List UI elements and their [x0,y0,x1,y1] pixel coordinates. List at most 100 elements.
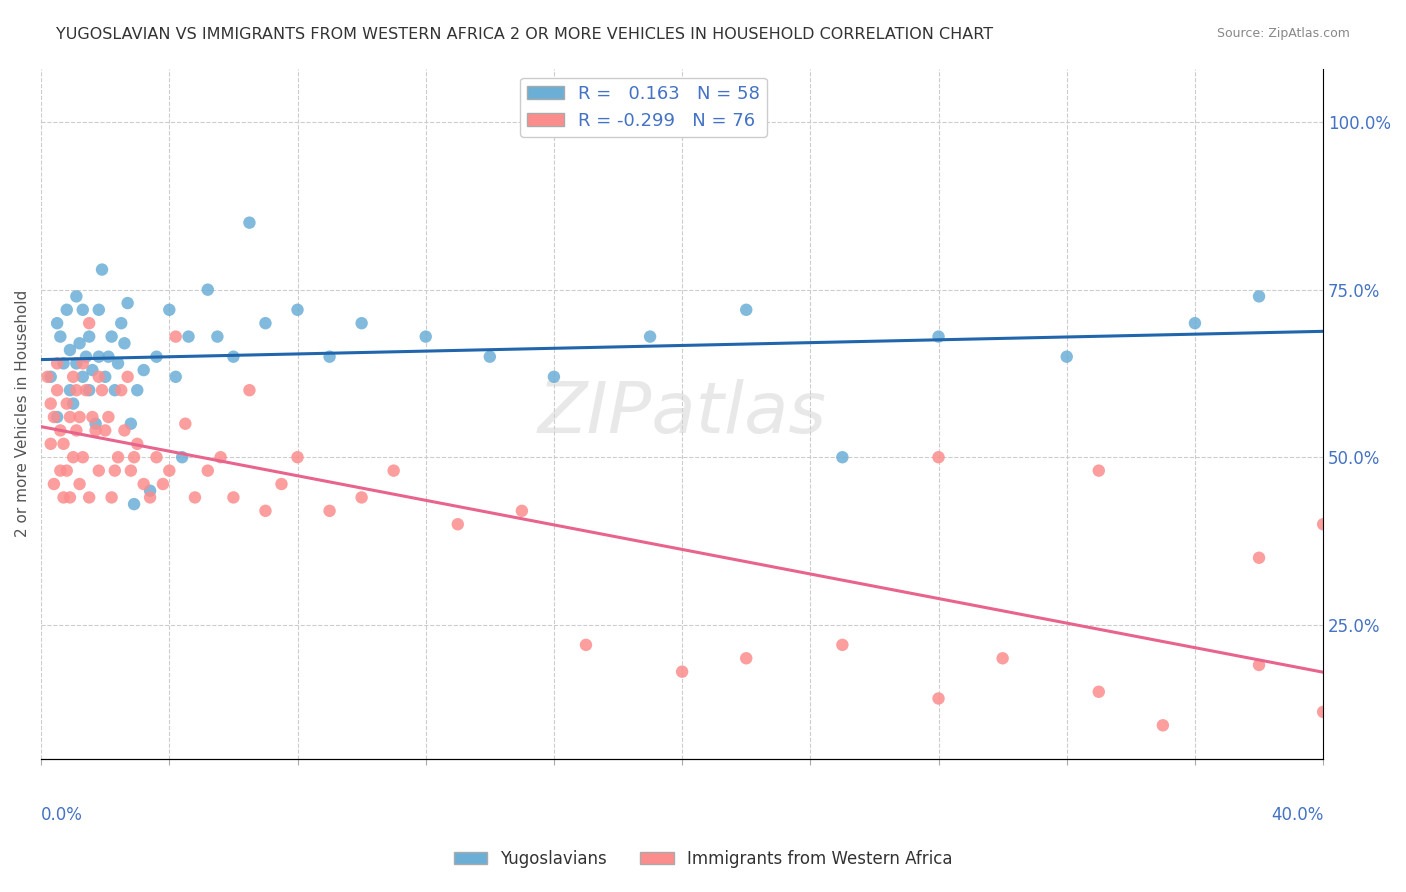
Point [318,350,340,364]
Point [82,363,104,377]
Point [107,450,129,465]
Legend: R =   0.163   N = 58, R = -0.299   N = 76: R = 0.163 N = 58, R = -0.299 N = 76 [520,78,768,137]
Point [127,437,149,451]
Point [75,350,97,364]
Point [94,369,117,384]
Point [65,289,87,303]
Point [46,316,69,330]
Y-axis label: 2 or more Vehicles in Household: 2 or more Vehicles in Household [15,290,30,537]
Point [1152,718,1174,732]
Point [120,464,142,478]
Point [1056,350,1078,364]
Point [72,369,94,384]
Point [132,477,155,491]
Point [478,350,501,364]
Point [77,383,100,397]
Point [69,477,91,491]
Point [1184,316,1206,330]
Point [65,356,87,370]
Point [75,383,97,397]
Point [735,651,758,665]
Text: YUGOSLAVIAN VS IMMIGRANTS FROM WESTERN AFRICA 2 OR MORE VEHICLES IN HOUSEHOLD CO: YUGOSLAVIAN VS IMMIGRANTS FROM WESTERN A… [56,27,994,42]
Point [254,316,277,330]
Point [132,363,155,377]
Point [72,356,94,370]
Point [165,369,187,384]
Point [77,329,100,343]
Point [49,329,72,343]
Point [447,517,470,532]
Point [1247,289,1270,303]
Point [114,424,136,438]
Point [59,491,82,505]
Point [82,410,104,425]
Point [139,491,162,505]
Point [510,504,533,518]
Text: 40.0%: 40.0% [1271,805,1323,823]
Point [110,316,132,330]
Point [59,410,82,425]
Point [127,383,149,397]
Point [100,491,122,505]
Point [350,491,373,505]
Point [46,383,69,397]
Point [114,336,136,351]
Point [122,450,145,465]
Point [97,410,120,425]
Point [287,450,309,465]
Point [59,383,82,397]
Point [46,410,69,425]
Point [104,383,127,397]
Point [39,396,62,410]
Point [1087,685,1109,699]
Point [928,329,950,343]
Point [991,651,1014,665]
Point [415,329,437,343]
Point [72,302,94,317]
Point [197,283,219,297]
Point [117,296,139,310]
Point [287,302,309,317]
Point [107,356,129,370]
Point [254,504,277,518]
Point [638,329,661,343]
Point [145,450,167,465]
Legend: Yugoslavians, Immigrants from Western Africa: Yugoslavians, Immigrants from Western Af… [447,844,959,875]
Point [575,638,598,652]
Point [100,329,122,343]
Point [120,417,142,431]
Point [172,450,194,465]
Point [928,691,950,706]
Point [543,369,565,384]
Point [91,383,114,397]
Point [209,450,232,465]
Point [52,491,75,505]
Point [55,464,77,478]
Point [197,464,219,478]
Point [831,450,853,465]
Text: 0.0%: 0.0% [41,805,83,823]
Point [382,464,405,478]
Point [735,302,758,317]
Point [174,417,197,431]
Point [62,396,84,410]
Point [97,350,120,364]
Point [52,356,75,370]
Point [42,410,65,425]
Point [62,369,84,384]
Point [318,504,340,518]
Point [207,329,229,343]
Point [117,369,139,384]
Point [110,383,132,397]
Point [928,450,950,465]
Point [831,638,853,652]
Point [1247,550,1270,565]
Point [177,329,200,343]
Point [145,350,167,364]
Point [72,450,94,465]
Point [49,464,72,478]
Point [1312,705,1334,719]
Point [39,369,62,384]
Point [87,302,110,317]
Point [65,383,87,397]
